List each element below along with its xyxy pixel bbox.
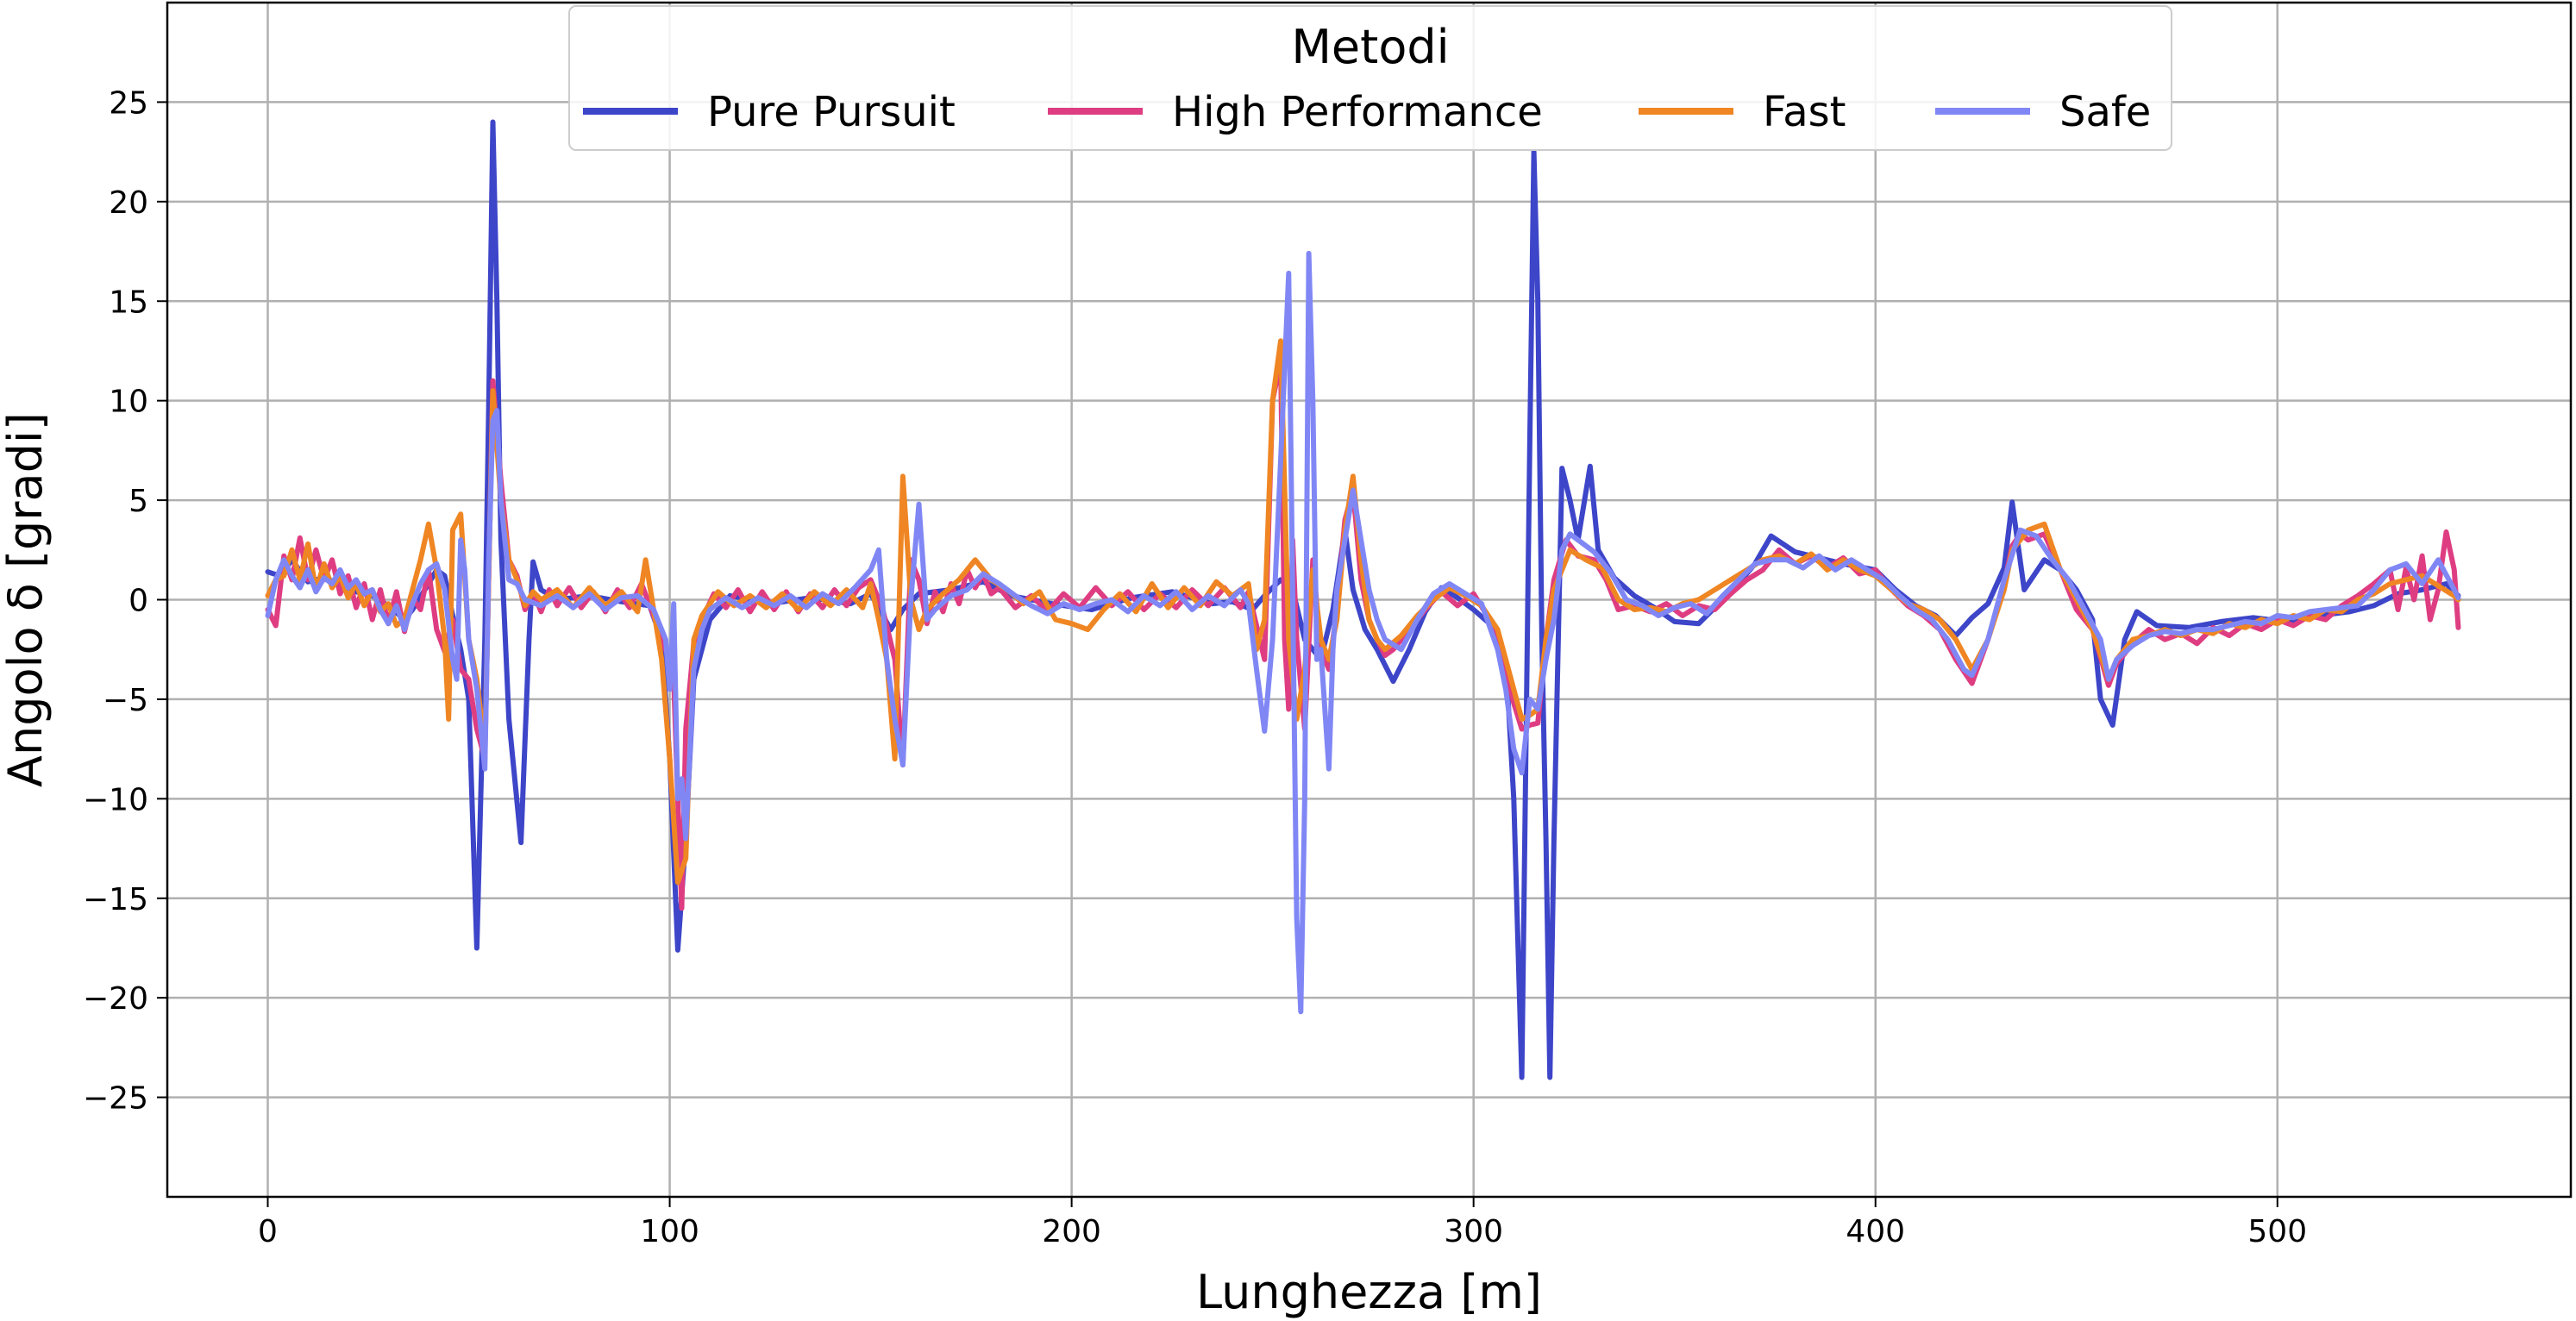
y-tick-label: −15 — [83, 882, 148, 917]
y-tick-label: 15 — [109, 285, 148, 320]
x-tick-label: 0 — [258, 1214, 278, 1249]
y-tick-label: 20 — [109, 185, 148, 221]
grid-lines — [167, 3, 2571, 1197]
legend-label: High Performance — [1172, 88, 1543, 136]
x-axis-ticks: 0 100 200 300 400 500 — [258, 1197, 2307, 1249]
y-axis-label: Angolo δ [gradi] — [0, 412, 53, 787]
x-axis-label: Lunghezza [m] — [1196, 1265, 1542, 1319]
x-tick-label: 400 — [1846, 1214, 1905, 1249]
y-tick-label: 5 — [128, 484, 148, 519]
legend: Metodi Pure Pursuit High Performance Fast S… — [568, 5, 2172, 151]
legend-title: Metodi — [1291, 20, 1449, 74]
x-tick-label: 200 — [1042, 1214, 1101, 1249]
y-axis-ticks: −25 −20 −15 −10 −5 0 5 10 15 20 25 — [83, 85, 167, 1117]
y-tick-label: −20 — [83, 981, 148, 1017]
legend-label: Fast — [1763, 88, 1846, 136]
x-tick-label: 100 — [640, 1214, 699, 1249]
y-tick-label: 10 — [109, 385, 148, 420]
legend-label: Safe — [2059, 88, 2151, 136]
legend-items: Pure Pursuit High Performance Fast Safe — [583, 88, 2151, 136]
y-tick-label: −10 — [83, 782, 148, 817]
y-tick-label: −5 — [103, 683, 148, 718]
y-tick-label: 25 — [109, 85, 148, 121]
x-tick-label: 500 — [2247, 1214, 2307, 1249]
y-tick-label: 0 — [128, 584, 148, 619]
legend-box — [568, 5, 2172, 151]
series-layer — [265, 119, 2461, 1080]
y-tick-label: −25 — [83, 1081, 148, 1117]
legend-label: Pure Pursuit — [707, 88, 956, 136]
series-line-safe — [265, 250, 2461, 1015]
x-tick-label: 300 — [1444, 1214, 1503, 1249]
